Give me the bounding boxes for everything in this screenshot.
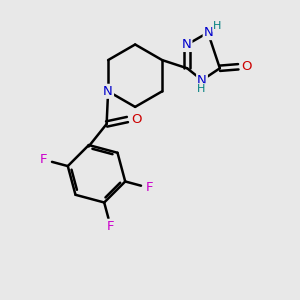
Text: N: N — [182, 38, 191, 51]
Text: O: O — [241, 60, 252, 73]
Text: O: O — [131, 113, 142, 126]
Text: H: H — [213, 21, 222, 31]
Text: N: N — [204, 26, 213, 39]
Text: F: F — [107, 220, 114, 233]
Text: N: N — [197, 74, 207, 87]
Text: F: F — [40, 153, 48, 166]
Text: F: F — [145, 182, 153, 194]
Text: H: H — [197, 84, 206, 94]
Text: N: N — [103, 85, 113, 98]
